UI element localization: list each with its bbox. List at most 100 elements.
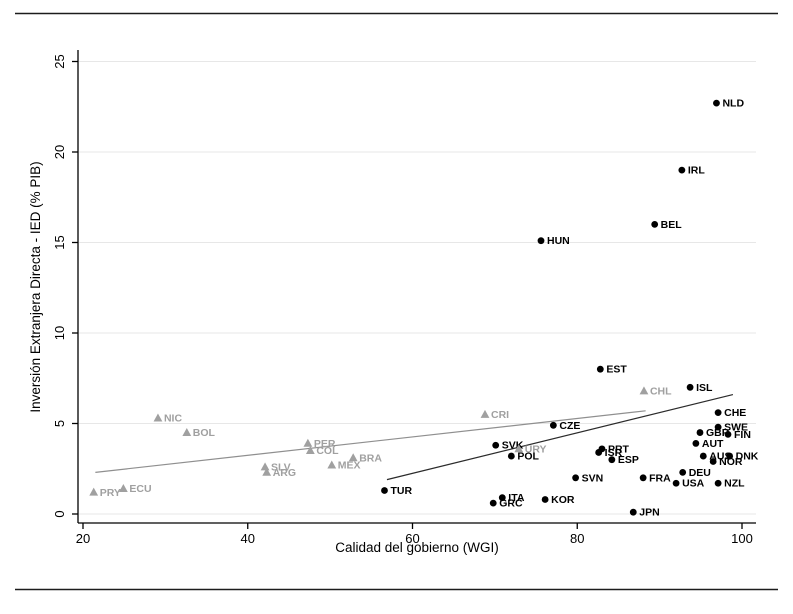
point-label-CZE: CZE (559, 420, 580, 432)
point-label-NZL: NZL (724, 478, 745, 490)
circle-marker-AUT (692, 440, 700, 447)
data-point-CRI: CRI (480, 409, 509, 421)
circle-marker-GRC (489, 499, 497, 507)
circle-marker-ISL (686, 383, 694, 391)
point-label-CHE: CHE (724, 407, 746, 419)
point-label-MEX: MEX (338, 460, 361, 472)
triangle-marker-COL (305, 446, 315, 455)
point-label-PRY: PRY (100, 487, 121, 499)
data-point-NOR: NOR (709, 456, 743, 468)
data-point-ARG: ARG (262, 467, 296, 479)
circle-marker-IRL (678, 166, 686, 174)
y-tick-label-5: 5 (52, 420, 67, 427)
point-label-FIN: FIN (734, 429, 751, 441)
circle-marker-SVK (492, 441, 500, 449)
point-label-SVN: SVN (582, 472, 604, 484)
point-label-DNK: DNK (736, 451, 759, 463)
data-point-BEL: BEL (651, 219, 682, 231)
data-point-SVN: SVN (572, 472, 603, 484)
triangle-marker-CHL (639, 386, 649, 395)
data-point-CHL: CHL (639, 385, 672, 397)
point-label-TUR: TUR (390, 485, 412, 497)
circle-marker-JPN (629, 508, 637, 516)
x-axis-title: Calidad del gobierno (WGI) (335, 540, 499, 555)
fit-line-triangle (95, 410, 646, 473)
circle-marker-HUN (537, 237, 545, 245)
triangle-marker-BOL (182, 427, 192, 436)
circle-marker-FIN (724, 430, 732, 438)
data-point-MEX: MEX (327, 460, 361, 472)
circle-marker-SVN (572, 474, 580, 482)
circle-marker-TUR (381, 487, 388, 494)
data-point-PER: PER (303, 438, 336, 450)
point-label-GBR: GBR (706, 427, 730, 439)
point-label-BRA: BRA (359, 452, 382, 464)
circle-marker-SWE (714, 423, 722, 431)
data-point-BOL: BOL (182, 427, 216, 439)
data-point-NZL: NZL (714, 478, 745, 490)
data-point-FIN: FIN (724, 429, 751, 441)
data-point-SLV: SLV (260, 461, 291, 473)
circle-marker-DEU (679, 468, 687, 476)
data-point-KOR: KOR (541, 494, 575, 506)
point-label-FRA: FRA (649, 472, 671, 484)
x-tick-label-100: 100 (731, 531, 753, 546)
point-label-PER: PER (314, 438, 336, 450)
circle-marker-BEL (651, 221, 659, 228)
point-label-ECU: ECU (129, 483, 151, 495)
point-label-ISR: ISR (605, 447, 623, 459)
data-point-URY: URY (514, 443, 547, 455)
circle-marker-USA (672, 479, 680, 487)
data-point-AUT: AUT (692, 438, 724, 450)
point-label-DEU: DEU (689, 467, 711, 479)
data-point-USA: USA (672, 478, 705, 490)
point-label-POL: POL (517, 451, 539, 463)
circle-marker-DNK (726, 452, 734, 460)
circle-marker-POL (507, 452, 515, 460)
triangle-marker-CRI (480, 409, 490, 418)
axes: 20 40 60 80 100 0 5 10 15 20 25 (52, 50, 756, 546)
point-label-EST: EST (606, 364, 627, 376)
point-label-AUT: AUT (702, 438, 724, 450)
circle-marker-CZE (549, 421, 557, 429)
data-point-CHE: CHE (714, 407, 746, 419)
data-point-HUN: HUN (537, 235, 570, 247)
point-label-URY: URY (525, 443, 547, 455)
circle-marker-ITA (498, 494, 506, 502)
circle-marker-FRA (639, 474, 647, 482)
triangle-marker-BRA (348, 453, 358, 462)
data-point-CZE: CZE (549, 420, 580, 432)
fit-line-circle (386, 393, 734, 481)
triangle-marker-MEX (327, 460, 337, 469)
y-tick-label-10: 10 (52, 326, 67, 340)
data-point-DEU: DEU (679, 467, 711, 479)
triangle-marker-SLV (260, 462, 270, 471)
x-tick-label-80: 80 (570, 531, 584, 546)
data-point-SWE: SWE (714, 422, 748, 434)
point-label-NOR: NOR (719, 456, 743, 468)
x-tick-label-60: 60 (405, 531, 419, 546)
point-label-SLV: SLV (271, 461, 291, 473)
point-label-HUN: HUN (547, 235, 570, 247)
data-point-GBR: GBR (696, 427, 730, 439)
point-label-NIC: NIC (164, 413, 183, 425)
data-point-COL: COL (305, 445, 339, 457)
circle-marker-EST (596, 365, 604, 373)
x-tick-label-20: 20 (76, 531, 90, 546)
fit-lines (95, 393, 734, 481)
point-label-ESP: ESP (618, 454, 639, 466)
point-label-ITA: ITA (508, 492, 525, 504)
y-tick-label-15: 15 (52, 235, 67, 249)
triangle-marker-PRY (89, 487, 99, 496)
data-point-ISL: ISL (686, 382, 713, 394)
data-point-ECU: ECU (118, 483, 152, 495)
data-point-POL: POL (507, 451, 540, 463)
data-point-FRA: FRA (639, 472, 671, 484)
point-label-KOR: KOR (551, 494, 575, 506)
circle-marker-KOR (541, 496, 549, 503)
point-label-USA: USA (682, 478, 705, 490)
data-point-ITA: ITA (498, 492, 525, 504)
circle-marker-ISR (595, 449, 603, 456)
point-label-ARG: ARG (273, 467, 296, 479)
